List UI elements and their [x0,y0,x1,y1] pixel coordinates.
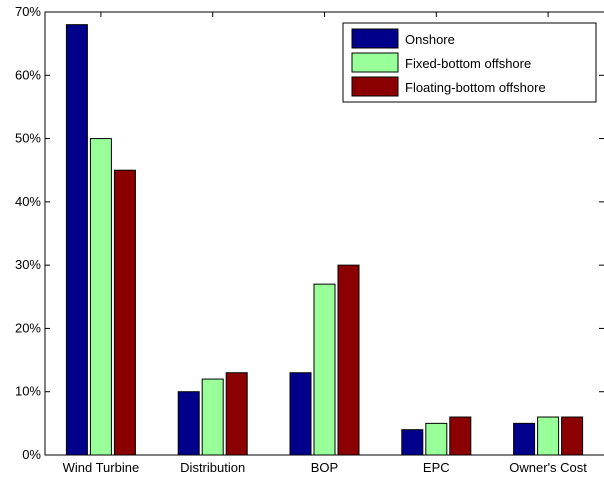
legend-label: Floating-bottom offshore [405,80,546,95]
x-tick-label: Wind Turbine [63,460,140,475]
x-tick-label: EPC [423,460,450,475]
bar [177,391,200,456]
x-tick-label: Distribution [180,460,245,475]
y-tick-label: 60% [15,67,41,82]
legend-label: Fixed-bottom offshore [405,56,531,71]
bar [289,372,312,456]
x-axis: Wind Turbine Distribution BOP EPC Owner's Co… [63,12,587,475]
x-tick-label: Owner's Cost [509,460,587,475]
bar [65,24,88,456]
bar [225,372,248,456]
y-tick-label: 20% [15,320,41,335]
legend-swatch [351,28,399,49]
bars [65,24,584,456]
bar [513,422,536,456]
bar [201,378,224,456]
y-tick-label: 0% [22,447,41,462]
x-tick-label: BOP [311,460,338,475]
y-axis: 0% 10% 20% 30% 40% 50% 60% 70% [15,4,604,462]
bar [401,429,424,456]
bar [313,283,336,456]
bar [449,416,472,456]
bar [537,416,560,456]
legend: Onshore Fixed-bottom offshore Floating-bot… [342,22,597,103]
y-tick-label: 10% [15,384,41,399]
y-tick-label: 30% [15,257,41,272]
bar [337,264,360,456]
legend-swatch [351,76,399,97]
bar [561,416,584,456]
bar [89,138,112,456]
legend-swatch [351,52,399,73]
bar [425,422,448,456]
y-tick-label: 70% [15,4,41,19]
y-tick-label: 40% [15,194,41,209]
y-tick-label: 50% [15,131,41,146]
legend-label: Onshore [405,32,455,47]
bar [113,169,136,456]
